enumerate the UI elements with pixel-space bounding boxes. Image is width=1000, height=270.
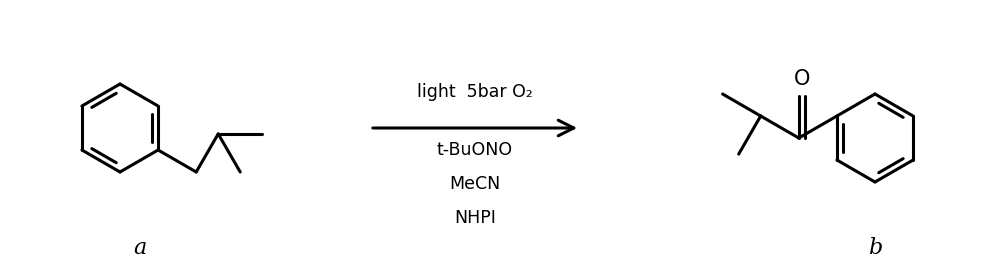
Text: NHPI: NHPI [454, 209, 496, 227]
Text: MeCN: MeCN [449, 175, 501, 193]
Text: O: O [794, 69, 810, 89]
Text: a: a [133, 237, 147, 259]
Text: b: b [868, 237, 882, 259]
Text: light  5bar O₂: light 5bar O₂ [417, 83, 533, 101]
Text: t-BuONO: t-BuONO [437, 141, 513, 159]
